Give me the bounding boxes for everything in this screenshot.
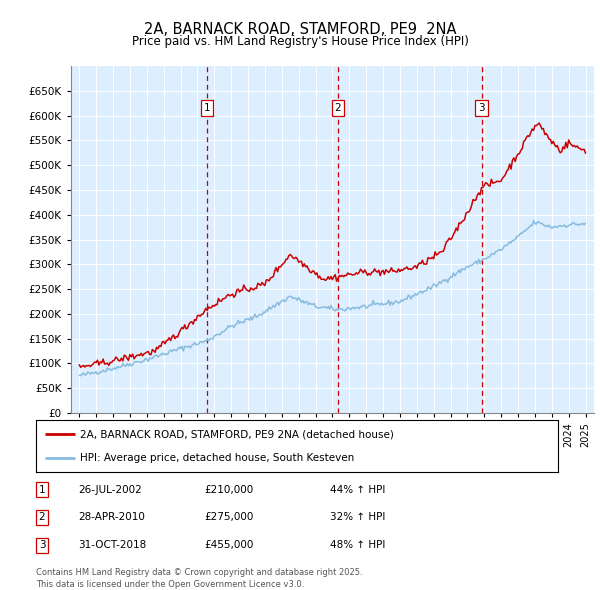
- Text: 2: 2: [38, 513, 46, 522]
- Text: 3: 3: [478, 103, 485, 113]
- Text: 2A, BARNACK ROAD, STAMFORD, PE9 2NA (detached house): 2A, BARNACK ROAD, STAMFORD, PE9 2NA (det…: [80, 429, 394, 439]
- Text: 2: 2: [335, 103, 341, 113]
- Text: HPI: Average price, detached house, South Kesteven: HPI: Average price, detached house, Sout…: [80, 453, 355, 463]
- Text: 28-APR-2010: 28-APR-2010: [78, 513, 145, 522]
- Text: 31-OCT-2018: 31-OCT-2018: [78, 540, 146, 550]
- Text: 1: 1: [203, 103, 210, 113]
- Text: 44% ↑ HPI: 44% ↑ HPI: [330, 485, 385, 494]
- Text: £455,000: £455,000: [204, 540, 253, 550]
- Text: Contains HM Land Registry data © Crown copyright and database right 2025.
This d: Contains HM Land Registry data © Crown c…: [36, 568, 362, 589]
- Text: 26-JUL-2002: 26-JUL-2002: [78, 485, 142, 494]
- Text: Price paid vs. HM Land Registry's House Price Index (HPI): Price paid vs. HM Land Registry's House …: [131, 35, 469, 48]
- Text: 48% ↑ HPI: 48% ↑ HPI: [330, 540, 385, 550]
- Text: £210,000: £210,000: [204, 485, 253, 494]
- Text: 2A, BARNACK ROAD, STAMFORD, PE9  2NA: 2A, BARNACK ROAD, STAMFORD, PE9 2NA: [144, 22, 456, 37]
- Text: 32% ↑ HPI: 32% ↑ HPI: [330, 513, 385, 522]
- Text: 3: 3: [38, 540, 46, 550]
- Text: £275,000: £275,000: [204, 513, 253, 522]
- Text: 1: 1: [38, 485, 46, 494]
